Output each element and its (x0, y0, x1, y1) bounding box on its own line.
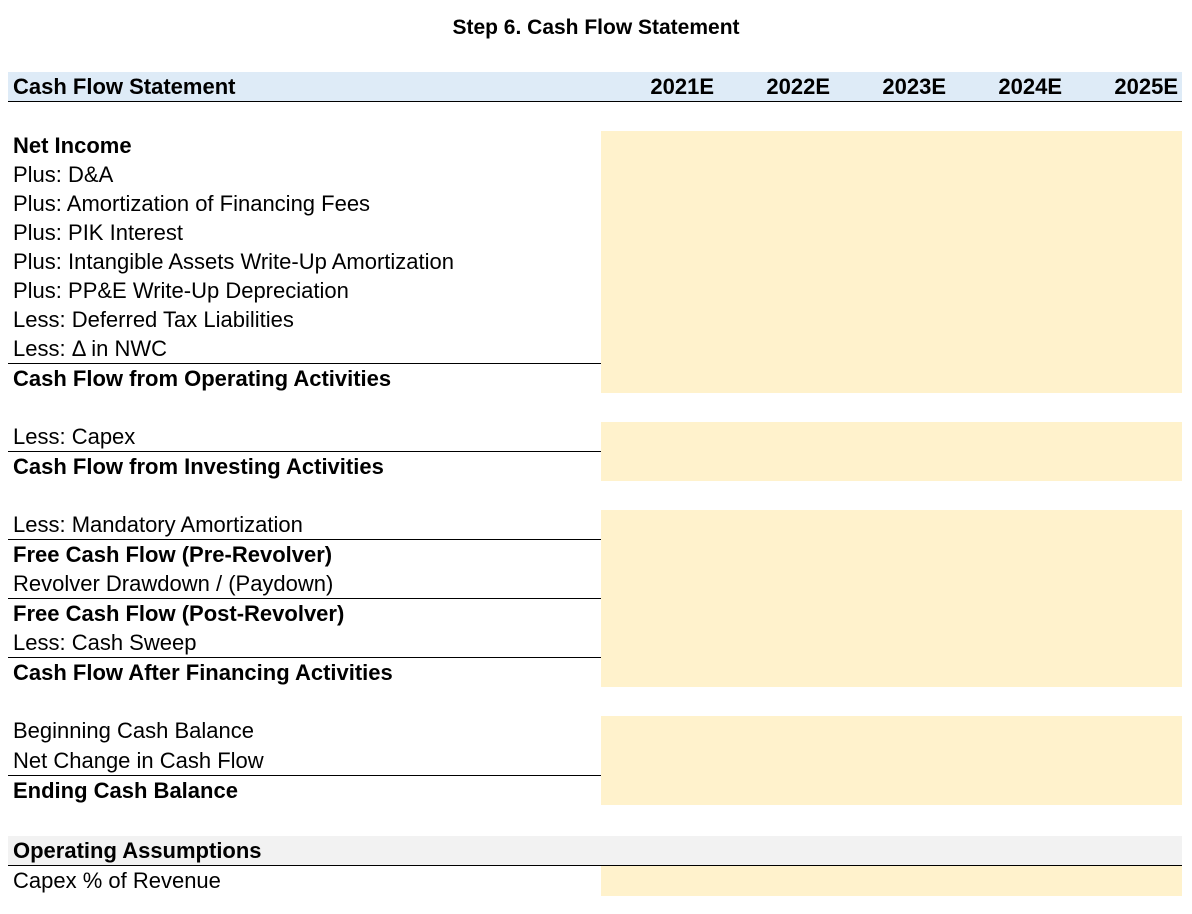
input-cells[interactable] (601, 276, 1182, 306)
input-cells[interactable] (601, 628, 1182, 658)
row-cf-after-financing: Cash Flow After Financing Activities (8, 657, 1182, 687)
row-beginning-cash: Beginning Cash Balance (8, 716, 1182, 746)
row-less-capex: Less: Capex (8, 422, 1182, 452)
row-ending-cash: Ending Cash Balance (8, 775, 1182, 805)
row-label: Less: Mandatory Amortization (13, 512, 303, 537)
row-capex-pct-revenue: Capex % of Revenue (8, 866, 1182, 896)
section-label: Operating Assumptions (13, 838, 262, 863)
row-label: Plus: Amortization of Financing Fees (13, 191, 371, 216)
operating-assumptions-header: Operating Assumptions (8, 836, 1182, 866)
row-cfi: Cash Flow from Investing Activities (8, 451, 1182, 481)
input-cells[interactable] (601, 510, 1182, 540)
row-plus-da: Plus: D&A (8, 160, 1182, 190)
table-header: Cash Flow Statement 2021E 2022E 2023E 20… (8, 72, 1182, 102)
input-cells[interactable] (601, 598, 1182, 628)
input-cells[interactable] (601, 451, 1182, 481)
row-plus-ppe-depreciation: Plus: PP&E Write-Up Depreciation (8, 276, 1182, 306)
row-label: Net Income (13, 133, 132, 158)
row-label: Less: Deferred Tax Liabilities (13, 307, 294, 332)
row-net-change-cash: Net Change in Cash Flow (8, 746, 1182, 776)
input-cells[interactable] (601, 716, 1182, 746)
page-title: Step 6. Cash Flow Statement (452, 16, 740, 39)
year-2025e: 2025E (1114, 74, 1178, 99)
input-cells[interactable] (601, 189, 1182, 219)
row-plus-pik-interest: Plus: PIK Interest (8, 218, 1182, 248)
input-cells[interactable] (601, 775, 1182, 805)
row-less-cash-sweep: Less: Cash Sweep (8, 628, 1182, 658)
row-label: Net Change in Cash Flow (13, 748, 264, 773)
row-fcf-post-revolver: Free Cash Flow (Post-Revolver) (8, 598, 1182, 628)
row-less-nwc: Less: Δ in NWC (8, 334, 1182, 364)
row-label: Free Cash Flow (Post-Revolver) (13, 601, 345, 626)
input-cells[interactable] (601, 305, 1182, 335)
input-cells[interactable] (601, 334, 1182, 364)
input-cells[interactable] (601, 657, 1182, 687)
row-net-income: Net Income (8, 131, 1182, 161)
row-label: Plus: D&A (13, 162, 114, 187)
input-cells[interactable] (601, 131, 1182, 161)
input-cells[interactable] (601, 247, 1182, 277)
row-plus-amortization-financing-fees: Plus: Amortization of Financing Fees (8, 189, 1182, 219)
row-fcf-pre-revolver: Free Cash Flow (Pre-Revolver) (8, 539, 1182, 569)
row-less-deferred-tax: Less: Deferred Tax Liabilities (8, 305, 1182, 335)
input-cells[interactable] (601, 160, 1182, 190)
row-label: Free Cash Flow (Pre-Revolver) (13, 542, 333, 567)
row-cfo: Cash Flow from Operating Activities (8, 363, 1182, 393)
row-label: Capex % of Revenue (13, 868, 221, 893)
row-label: Plus: PIK Interest (13, 220, 183, 245)
row-revolver: Revolver Drawdown / (Paydown) (8, 569, 1182, 599)
year-2024e: 2024E (998, 74, 1062, 99)
row-plus-intangible-amortization: Plus: Intangible Assets Write-Up Amortiz… (8, 247, 1182, 277)
row-label: Beginning Cash Balance (13, 718, 254, 743)
row-label: Revolver Drawdown / (Paydown) (13, 571, 334, 596)
input-cells[interactable] (601, 422, 1182, 452)
year-2022e: 2022E (766, 74, 830, 99)
row-label: Cash Flow After Financing Activities (13, 660, 393, 685)
row-label: Less: Cash Sweep (13, 630, 197, 655)
input-cells[interactable] (601, 539, 1182, 569)
row-label: Plus: Intangible Assets Write-Up Amortiz… (13, 249, 455, 274)
input-cells[interactable] (601, 866, 1182, 896)
year-2021e: 2021E (650, 74, 714, 99)
row-label: Less: Capex (13, 424, 136, 449)
input-cells[interactable] (601, 218, 1182, 248)
row-label: Cash Flow from Investing Activities (13, 454, 384, 479)
year-2023e: 2023E (882, 74, 946, 99)
row-label: Cash Flow from Operating Activities (13, 366, 392, 391)
input-cells[interactable] (601, 746, 1182, 776)
row-label: Ending Cash Balance (13, 778, 238, 803)
input-cells[interactable] (601, 569, 1182, 599)
header-label: Cash Flow Statement (13, 74, 236, 99)
row-less-mandatory-amortization: Less: Mandatory Amortization (8, 510, 1182, 540)
row-label: Plus: PP&E Write-Up Depreciation (13, 278, 349, 303)
row-label: Less: Δ in NWC (13, 336, 168, 361)
input-cells[interactable] (601, 363, 1182, 393)
